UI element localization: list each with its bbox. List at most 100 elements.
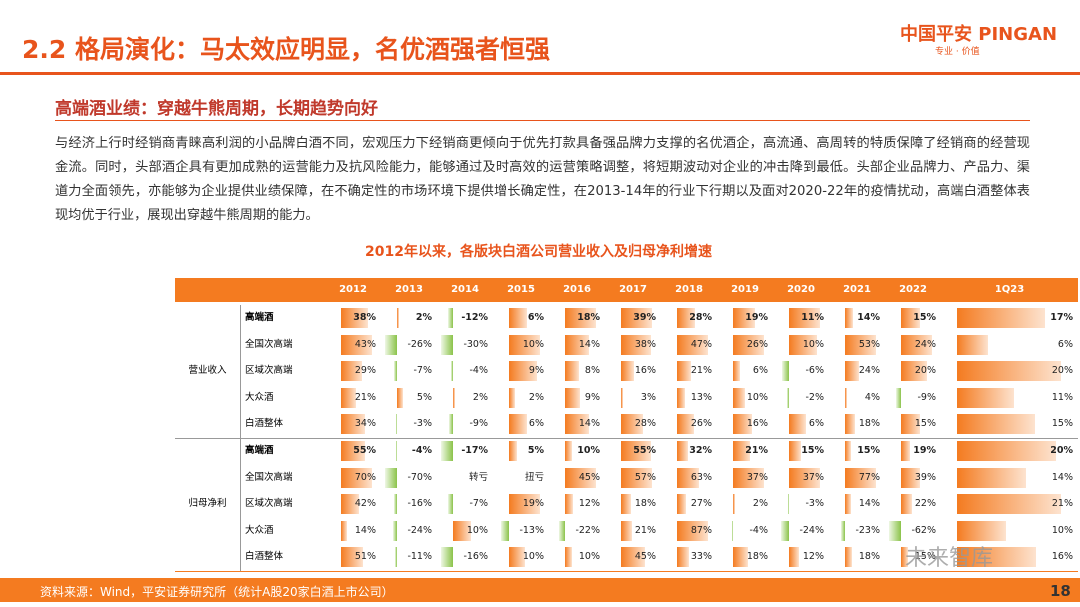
data-bar — [896, 387, 901, 408]
data-bar — [565, 387, 581, 408]
data-bar — [384, 467, 397, 488]
cell: 2% — [415, 312, 432, 323]
cell: 12% — [578, 498, 600, 510]
cell: 21% — [1051, 498, 1073, 510]
data-bar — [565, 334, 589, 355]
data-bar — [733, 547, 748, 568]
table-title: 2012年以来，各版块白酒公司营业收入及归母净利增速 — [365, 244, 712, 260]
data-bar — [621, 441, 651, 461]
data-bar — [453, 520, 471, 541]
cell: 10% — [578, 551, 600, 563]
data-bar — [509, 308, 528, 328]
cell: 21% — [354, 391, 376, 403]
cell: 18% — [858, 551, 880, 563]
column-header: 2015 — [493, 278, 549, 302]
data-bar — [341, 547, 364, 568]
column-header: 1Q23 — [941, 278, 1078, 302]
cell: 28% — [634, 418, 656, 430]
data-bar — [845, 334, 876, 355]
cell: 39% — [633, 312, 656, 323]
cell: 24% — [858, 365, 880, 377]
cell: 87% — [690, 524, 712, 536]
cell: 19% — [913, 445, 936, 456]
data-bar — [397, 387, 403, 408]
data-bar — [733, 441, 751, 461]
cell: 8% — [584, 365, 600, 377]
data-bar — [786, 387, 789, 408]
cell: 15% — [914, 551, 936, 563]
data-bar — [677, 547, 689, 568]
data-bar — [341, 494, 360, 515]
data-bar — [621, 387, 624, 408]
cell: 10% — [522, 338, 544, 350]
cell: -9% — [917, 391, 937, 403]
cell: 45% — [634, 551, 656, 563]
data-bar — [788, 494, 789, 515]
cell: -3% — [805, 498, 825, 510]
column-header: 2013 — [381, 278, 437, 302]
cell: 24% — [914, 338, 936, 350]
cell: -23% — [855, 524, 880, 536]
cell: 34% — [354, 418, 376, 430]
data-bar — [396, 441, 397, 461]
data-bar — [789, 308, 820, 328]
cell: -17% — [461, 445, 488, 456]
cell: 6% — [527, 312, 544, 323]
data-bar — [453, 387, 456, 408]
watermark: 未来智库 — [905, 546, 994, 571]
cell: 10% — [466, 524, 488, 536]
cell: 27% — [690, 498, 712, 510]
cell: 6% — [528, 418, 544, 430]
group-label: 营业收入 — [188, 365, 227, 377]
data-bar — [845, 387, 848, 408]
data-bar — [500, 520, 509, 541]
cell: 20% — [914, 365, 936, 377]
cell: 26% — [746, 338, 768, 350]
data-bar — [509, 334, 540, 355]
data-bar — [957, 361, 1061, 382]
data-bar — [957, 414, 1035, 435]
cell: 15% — [913, 312, 936, 323]
cell: 43% — [354, 338, 376, 350]
cell: 16% — [746, 418, 768, 430]
cell: -7% — [413, 365, 433, 377]
cell: 10% — [802, 338, 824, 350]
page-number: 18 — [1050, 582, 1071, 600]
column-header: 2021 — [829, 278, 885, 302]
cell: 18% — [746, 551, 768, 563]
cell: -12% — [461, 312, 488, 323]
cell: -22% — [575, 524, 600, 536]
column-header: 2018 — [661, 278, 717, 302]
cell: 6% — [808, 418, 824, 430]
data-bar — [677, 467, 700, 488]
cell: 10% — [577, 445, 600, 456]
data-bar — [341, 467, 372, 488]
data-bar — [957, 387, 1014, 408]
cell: 4% — [864, 391, 880, 403]
cell: 18% — [858, 418, 880, 430]
row-label: 白酒整体 — [245, 551, 284, 563]
cell: -9% — [469, 418, 489, 430]
data-bar — [341, 441, 366, 461]
row-label: 区域次高端 — [245, 365, 293, 377]
data-bar — [441, 547, 453, 568]
data-bar — [731, 520, 733, 541]
data-bar — [397, 308, 400, 328]
column-header: 2016 — [549, 278, 605, 302]
row-label: 高端酒 — [245, 312, 274, 323]
cell: -70% — [407, 471, 432, 483]
cell: -6% — [805, 365, 825, 377]
data-bar — [781, 520, 789, 541]
data-bar — [733, 387, 745, 408]
data-bar — [621, 414, 643, 435]
paragraph: 与经济上行时经销商青睐高利润的小品牌白酒不同，宏观压力下经销商更倾向于优先打款具… — [55, 136, 1030, 223]
data-bar — [509, 414, 528, 435]
cell: 15% — [1051, 418, 1073, 430]
cell: 33% — [690, 551, 712, 563]
cell: 20% — [1051, 365, 1073, 377]
data-bar — [677, 441, 689, 461]
data-bar — [845, 414, 856, 435]
cell: 14% — [858, 498, 880, 510]
cell: -4% — [411, 445, 432, 456]
